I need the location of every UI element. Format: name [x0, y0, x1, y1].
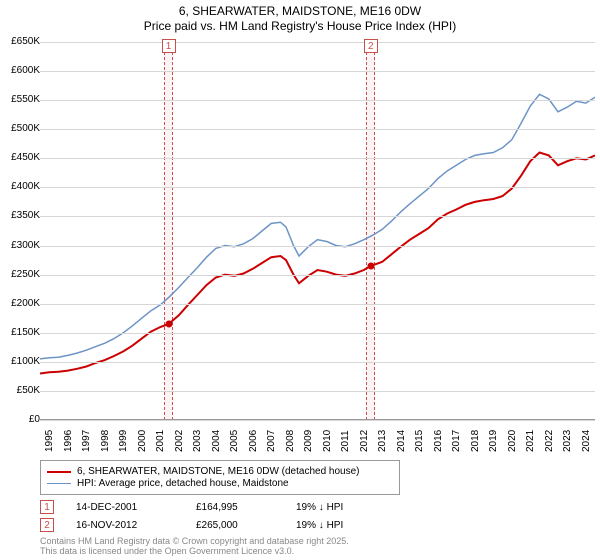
x-tick-label: 2019	[488, 430, 499, 452]
gridline	[40, 216, 595, 217]
x-tick-label: 2001	[155, 430, 166, 452]
x-tick-label: 2015	[414, 430, 425, 452]
y-tick-label: £250K	[0, 269, 40, 280]
legend-item: 6, SHEARWATER, MAIDSTONE, ME16 0DW (deta…	[47, 466, 393, 477]
chart-plot-area: 12	[40, 42, 595, 420]
x-tick-label: 2005	[229, 430, 240, 452]
x-tick-label: 2010	[322, 430, 333, 452]
sale-marker-label: 1	[162, 39, 176, 53]
gridline	[40, 187, 595, 188]
x-tick-label: 2012	[359, 430, 370, 452]
y-tick-label: £450K	[0, 152, 40, 163]
sales-marker-icon: 2	[40, 518, 54, 532]
x-tick-label: 2016	[433, 430, 444, 452]
y-tick-label: £500K	[0, 123, 40, 134]
gridline	[40, 420, 595, 421]
y-tick-label: £200K	[0, 298, 40, 309]
x-tick-label: 2023	[562, 430, 573, 452]
x-tick-label: 2008	[285, 430, 296, 452]
sale-marker-label: 2	[364, 39, 378, 53]
x-tick-label: 2000	[137, 430, 148, 452]
x-tick-label: 2022	[544, 430, 555, 452]
gridline	[40, 100, 595, 101]
legend-label: 6, SHEARWATER, MAIDSTONE, ME16 0DW (deta…	[77, 466, 360, 477]
x-tick-label: 2017	[451, 430, 462, 452]
sales-price: £164,995	[196, 502, 296, 513]
x-tick-label: 1996	[63, 430, 74, 452]
series-line	[40, 94, 595, 359]
x-tick-label: 2013	[377, 430, 388, 452]
legend-item: HPI: Average price, detached house, Maid…	[47, 478, 393, 489]
x-tick-label: 2018	[470, 430, 481, 452]
line-series-svg	[40, 42, 595, 420]
x-tick-label: 2009	[303, 430, 314, 452]
footer-line-2: This data is licensed under the Open Gov…	[40, 546, 349, 556]
x-tick-label: 1998	[100, 430, 111, 452]
y-tick-label: £0	[0, 414, 40, 425]
x-tick-label: 2024	[581, 430, 592, 452]
sales-marker-icon: 1	[40, 500, 54, 514]
footer-line-1: Contains HM Land Registry data © Crown c…	[40, 536, 349, 546]
y-tick-label: £650K	[0, 36, 40, 47]
x-tick-label: 1997	[81, 430, 92, 452]
sales-date: 14-DEC-2001	[76, 502, 196, 513]
legend: 6, SHEARWATER, MAIDSTONE, ME16 0DW (deta…	[40, 460, 400, 495]
y-tick-label: £600K	[0, 65, 40, 76]
gridline	[40, 158, 595, 159]
legend-swatch	[47, 483, 71, 485]
x-tick-label: 1999	[118, 430, 129, 452]
gridline	[40, 129, 595, 130]
y-tick-label: £350K	[0, 210, 40, 221]
title-line-2: Price paid vs. HM Land Registry's House …	[0, 19, 600, 33]
title-line-1: 6, SHEARWATER, MAIDSTONE, ME16 0DW	[0, 4, 600, 18]
x-tick-label: 2011	[340, 430, 351, 452]
y-tick-label: £50K	[0, 385, 40, 396]
sales-row: 1 14-DEC-2001£164,99519% ↓ HPI	[40, 498, 416, 516]
sales-table: 1 14-DEC-2001£164,99519% ↓ HPI 2 16-NOV-201…	[40, 498, 416, 534]
gridline	[40, 391, 595, 392]
legend-swatch	[47, 471, 71, 473]
y-tick-label: £550K	[0, 94, 40, 105]
gridline	[40, 275, 595, 276]
gridline	[40, 246, 595, 247]
x-tick-label: 2004	[211, 430, 222, 452]
sale-marker-dot	[165, 321, 172, 328]
plot-region: 12	[40, 42, 595, 420]
sales-row: 2 16-NOV-2012£265,00019% ↓ HPI	[40, 516, 416, 534]
gridline	[40, 42, 595, 43]
gridline	[40, 333, 595, 334]
x-tick-label: 2002	[174, 430, 185, 452]
gridline	[40, 71, 595, 72]
y-tick-label: £400K	[0, 181, 40, 192]
chart-container: 6, SHEARWATER, MAIDSTONE, ME16 0DW Price…	[0, 0, 600, 560]
y-tick-label: £300K	[0, 240, 40, 251]
y-tick-label: £150K	[0, 327, 40, 338]
x-tick-label: 2003	[192, 430, 203, 452]
legend-label: HPI: Average price, detached house, Maid…	[77, 478, 289, 489]
x-tick-label: 2020	[507, 430, 518, 452]
x-axis-line	[40, 419, 595, 420]
x-tick-label: 1995	[44, 430, 55, 452]
x-tick-label: 2007	[266, 430, 277, 452]
x-tick-label: 2014	[396, 430, 407, 452]
x-tick-label: 2021	[525, 430, 536, 452]
sales-price: £265,000	[196, 520, 296, 531]
gridline	[40, 304, 595, 305]
x-tick-label: 2006	[248, 430, 259, 452]
sales-vs-hpi: 19% ↓ HPI	[296, 520, 416, 531]
sales-date: 16-NOV-2012	[76, 520, 196, 531]
gridline	[40, 362, 595, 363]
title-block: 6, SHEARWATER, MAIDSTONE, ME16 0DW Price…	[0, 0, 600, 33]
sales-vs-hpi: 19% ↓ HPI	[296, 502, 416, 513]
footer-attribution: Contains HM Land Registry data © Crown c…	[40, 536, 349, 557]
y-tick-label: £100K	[0, 356, 40, 367]
sale-marker-dot	[367, 262, 374, 269]
series-line	[40, 153, 595, 374]
